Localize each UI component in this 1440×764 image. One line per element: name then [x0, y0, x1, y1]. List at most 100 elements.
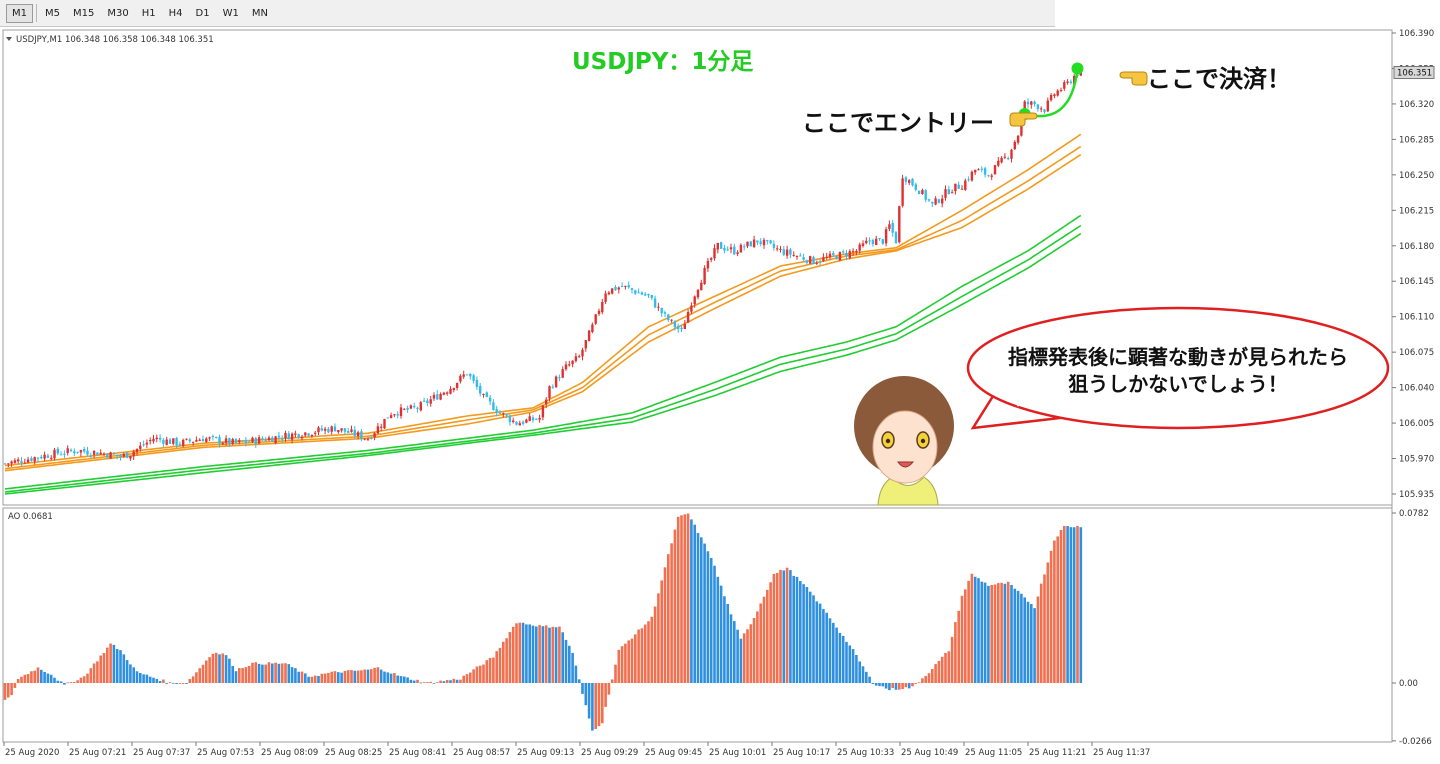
- candle: [323, 426, 327, 435]
- candle-body: [373, 433, 376, 438]
- timeframe-m15[interactable]: M15: [73, 7, 95, 19]
- candle: [165, 436, 168, 446]
- candle-body: [1043, 109, 1046, 112]
- time-tick-label: 25 Aug 07:21: [69, 748, 126, 758]
- ao-bar: [957, 610, 960, 683]
- candle-body: [960, 188, 964, 190]
- candle-body: [59, 454, 63, 456]
- candle: [155, 434, 158, 443]
- ao-bar: [597, 683, 601, 727]
- candle-body: [1026, 101, 1030, 105]
- candle: [389, 412, 393, 419]
- price-tick-label: 106.250: [1399, 171, 1434, 181]
- hand-shape: [1009, 112, 1038, 127]
- candle-body: [244, 440, 248, 443]
- current-price-label: 106.351: [1397, 69, 1432, 79]
- candle-body: [1049, 94, 1053, 101]
- candle: [231, 437, 234, 446]
- timeframe-m1[interactable]: M1: [6, 3, 33, 23]
- candle-body: [43, 454, 46, 459]
- timeframe-d1[interactable]: D1: [195, 7, 210, 19]
- ao-bar: [495, 651, 498, 683]
- candle-body: [564, 364, 568, 370]
- ao-bar: [973, 576, 977, 683]
- ao-bar: [478, 665, 482, 683]
- ao-bar: [59, 681, 63, 683]
- candle-body: [881, 239, 884, 244]
- candle-body: [528, 416, 531, 421]
- ao-bar: [195, 672, 198, 683]
- candle: [393, 413, 396, 418]
- ao-bar: [343, 670, 347, 683]
- candle: [459, 374, 462, 384]
- price-tick-label: 106.040: [1399, 384, 1434, 394]
- candle-body: [868, 240, 871, 242]
- candle: [875, 235, 878, 246]
- ao-bar: [277, 663, 281, 683]
- ao-bar: [713, 565, 716, 683]
- candle-body: [76, 451, 79, 453]
- candle: [50, 455, 53, 461]
- ao-bar: [92, 663, 96, 683]
- candle-body: [657, 306, 660, 308]
- candle: [726, 246, 729, 252]
- candle: [799, 253, 802, 257]
- ao-bar: [393, 673, 396, 683]
- candle-body: [710, 258, 713, 260]
- candle: [947, 185, 950, 195]
- ao-bar: [1063, 525, 1066, 683]
- price-axis: 106.390106.355106.320106.285106.250106.2…: [1392, 29, 1434, 500]
- candle: [944, 185, 947, 201]
- timeframe-w1[interactable]: W1: [222, 7, 239, 19]
- candle: [812, 255, 815, 265]
- candle-body: [950, 192, 954, 194]
- candle-body: [205, 438, 208, 442]
- time-tick-label: 25 Aug 10:49: [901, 748, 958, 758]
- candle: [347, 427, 350, 434]
- candle-body: [515, 421, 518, 425]
- ao-bar: [663, 567, 667, 683]
- candle-body: [832, 252, 835, 256]
- candle-body: [188, 439, 191, 442]
- ao-bar: [898, 683, 901, 690]
- ao-bar: [1033, 608, 1036, 683]
- ao-bar: [320, 673, 324, 683]
- candle: [752, 235, 756, 248]
- ao-bar: [762, 596, 766, 683]
- candle: [568, 360, 571, 367]
- candle-body: [640, 292, 644, 295]
- timeframe-m5[interactable]: M5: [45, 7, 60, 19]
- timeframe-h4[interactable]: H4: [168, 7, 183, 19]
- ao-bar: [568, 645, 571, 683]
- candle: [469, 373, 472, 380]
- timeframe-h1[interactable]: H1: [141, 7, 156, 19]
- timeframe-m30[interactable]: M30: [107, 7, 129, 19]
- ao-bar: [997, 583, 1000, 683]
- ao-bar: [914, 683, 918, 684]
- candle: [729, 243, 733, 254]
- ao-bar: [808, 591, 812, 683]
- candle-body: [888, 224, 891, 229]
- candle: [1056, 89, 1059, 97]
- ao-bar: [30, 671, 33, 683]
- dropdown-arrow-icon[interactable]: [6, 37, 12, 41]
- candle-body: [1073, 75, 1076, 84]
- ao-bar: [46, 673, 50, 683]
- ao-bar: [716, 576, 720, 683]
- candle: [53, 448, 56, 461]
- candle: [446, 391, 449, 396]
- time-tick-label: 25 Aug 09:13: [517, 748, 574, 758]
- candle: [261, 436, 264, 441]
- candle-body: [284, 432, 287, 439]
- ao-bar: [1006, 581, 1010, 683]
- candle-body: [178, 444, 182, 446]
- candle: [587, 330, 591, 342]
- candle-body: [475, 380, 479, 388]
- candle: [172, 438, 175, 446]
- candle: [515, 421, 518, 426]
- candle: [736, 250, 739, 257]
- ao-bar: [709, 557, 713, 683]
- timeframe-mn[interactable]: MN: [251, 7, 268, 19]
- candle: [703, 265, 706, 285]
- candle: [792, 251, 795, 257]
